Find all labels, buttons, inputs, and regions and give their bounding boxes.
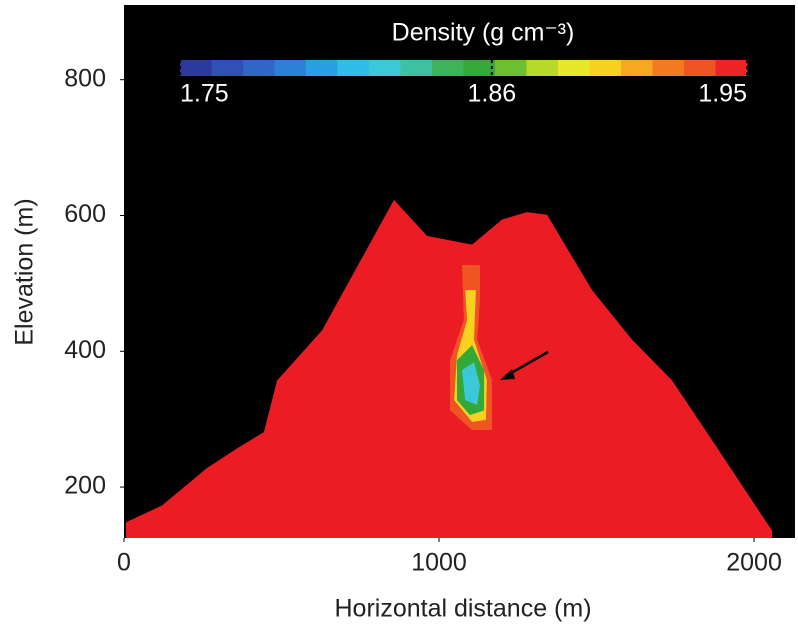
y-tick-label: 400 xyxy=(64,336,106,364)
arrow xyxy=(505,350,549,378)
colorbar-segment xyxy=(180,60,212,76)
colorbar-title: Density (g cm⁻³) xyxy=(392,19,575,47)
colorbar-segment xyxy=(715,60,748,76)
density-contour xyxy=(462,362,480,405)
colorbar-segment xyxy=(274,60,307,76)
x-axis-title: Horizontal distance (m) xyxy=(334,595,591,623)
y-tick-label: 200 xyxy=(64,472,106,500)
colorbar-tick-label: 1.95 xyxy=(698,80,747,108)
x-tick-label: 0 xyxy=(117,549,131,577)
x-tick-label: 2000 xyxy=(726,549,782,577)
surface-area xyxy=(125,199,773,538)
x-tick-label: 1000 xyxy=(411,549,467,577)
colorbar-segment xyxy=(589,60,622,76)
colorbar-tick-label: 1.75 xyxy=(180,80,229,108)
colorbar-segment xyxy=(400,60,433,76)
colorbar-segment xyxy=(526,60,559,76)
colorbar-segment xyxy=(306,60,338,76)
colorbar-segment xyxy=(432,60,464,76)
colorbar-segment xyxy=(369,60,401,76)
arrow-head xyxy=(500,369,515,380)
y-tick-label: 600 xyxy=(64,200,106,228)
y-tick-label: 800 xyxy=(64,64,106,92)
colorbar-segment xyxy=(684,60,716,76)
colorbar-segment xyxy=(337,60,370,76)
colorbar-segment xyxy=(243,60,275,76)
colorbar-segment xyxy=(652,60,685,76)
colorbar-segment xyxy=(211,60,244,76)
colorbar-segment xyxy=(621,60,653,76)
y-axis-title: Elevation (m) xyxy=(11,198,39,345)
colorbar-segment xyxy=(495,60,527,76)
colorbar-segment xyxy=(463,60,496,76)
colorbar-segment xyxy=(558,60,590,76)
colorbar-tick-label: 1.86 xyxy=(468,80,517,108)
